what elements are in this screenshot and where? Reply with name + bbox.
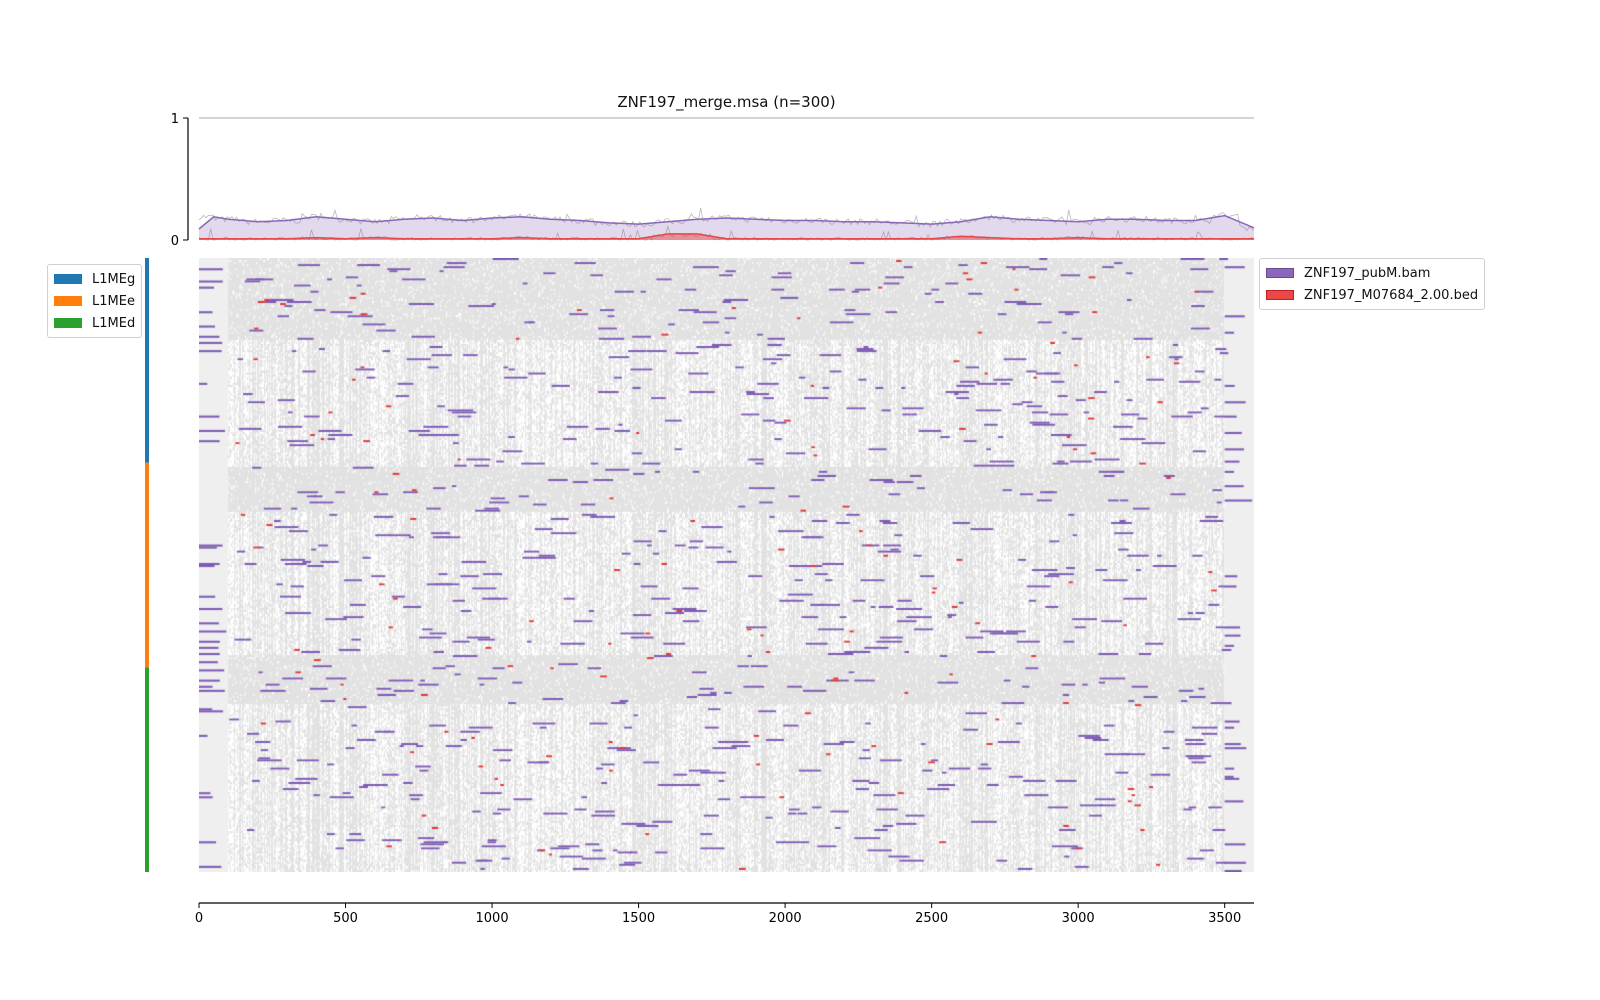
- group-bar: [145, 258, 149, 872]
- legend-swatch: [54, 296, 82, 306]
- legend-swatch: [1266, 290, 1294, 300]
- legend-swatch: [1266, 268, 1294, 278]
- legend-label: L1MEd: [92, 315, 136, 331]
- group-bar-l1med: [145, 667, 149, 872]
- coverage-profile: [198, 117, 1255, 242]
- legend-label: ZNF197_pubM.bam: [1304, 265, 1431, 281]
- chart-title: ZNF197_merge.msa (n=300): [617, 93, 836, 111]
- legend-item-l1mee: L1MEe: [54, 290, 135, 312]
- legend-item-l1med: L1MEd: [54, 312, 135, 334]
- series-line: [198, 214, 1255, 230]
- y-tick-label: 1: [171, 112, 179, 127]
- x-tick-label: 3000: [1062, 911, 1095, 926]
- group-legend: L1MEg L1MEe L1MEd: [47, 264, 143, 338]
- x-tick-label: 2500: [915, 911, 948, 926]
- x-tick-label: 3500: [1208, 911, 1241, 926]
- x-tick-label: 1000: [476, 911, 509, 926]
- legend-label: L1MEg: [92, 271, 136, 287]
- msa-heatmap: [199, 258, 1254, 872]
- legend-item-bed: ZNF197_M07684_2.00.bed: [1266, 284, 1478, 306]
- legend-label: L1MEe: [92, 293, 135, 309]
- series-area: [199, 233, 1254, 240]
- raw-signal-line: [198, 207, 1255, 232]
- legend-swatch: [54, 318, 82, 328]
- series-line: [199, 233, 1254, 240]
- series-area: [199, 215, 1254, 240]
- x-tick-label: 0: [195, 911, 203, 926]
- legend-swatch: [54, 274, 82, 284]
- track-legend: ZNF197_pubM.bam ZNF197_M07684_2.00.bed: [1259, 258, 1486, 310]
- legend-label: ZNF197_M07684_2.00.bed: [1304, 287, 1479, 303]
- x-tick-label: 1500: [622, 911, 655, 926]
- axes: 0 1 0 500 1000 1500 2000 2500 3000 3500: [171, 112, 1254, 926]
- x-tick-label: 500: [333, 911, 358, 926]
- legend-item-l1meg: L1MEg: [54, 268, 135, 290]
- y-tick-label: 0: [171, 234, 179, 249]
- group-bar-l1meg: [145, 258, 149, 463]
- legend-item-bam: ZNF197_pubM.bam: [1266, 262, 1478, 284]
- group-bar-l1mee: [145, 462, 149, 668]
- x-tick-label: 2000: [769, 911, 802, 926]
